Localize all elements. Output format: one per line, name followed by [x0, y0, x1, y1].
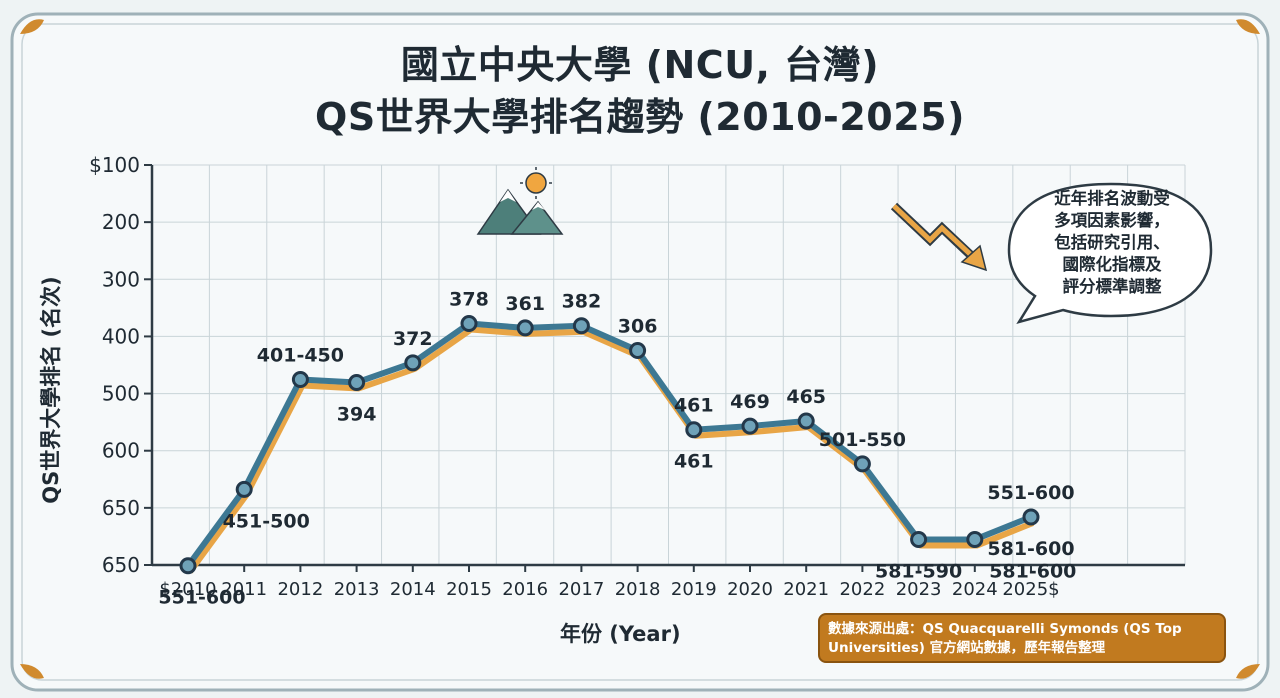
- data-point: [741, 417, 759, 435]
- x-tick-label: 2019: [671, 579, 717, 600]
- data-point: [966, 531, 984, 549]
- x-tick-label: 2016: [502, 579, 548, 600]
- callout-line: 國際化指標及: [1062, 255, 1162, 274]
- x-tick-label: 2012: [277, 579, 323, 600]
- data-point: [348, 373, 366, 391]
- data-label: 581-600: [987, 538, 1074, 560]
- y-tick-label: $100: [89, 153, 140, 177]
- x-tick-label: 2015: [446, 579, 492, 600]
- callout-line: 多項因素影響，: [1054, 211, 1170, 230]
- y-axis-ticks: $100 200 300 400 500 600 650 650: [89, 153, 152, 577]
- data-label: 465: [786, 386, 826, 408]
- zigzag-down-arrow-icon: [890, 202, 988, 272]
- chart-title-line1: 國立中央大學 (NCU, 台灣): [400, 43, 880, 87]
- series-line: [185, 320, 1033, 568]
- callout-bubble: [1007, 182, 1213, 325]
- data-label: 378: [449, 289, 489, 311]
- x-tick-label: 2017: [558, 579, 604, 600]
- corner-leaf-icon: [20, 19, 44, 34]
- mountain-sun-icon: [476, 167, 564, 235]
- data-points: [179, 315, 1040, 575]
- source-note: 數據來源出處：QS Quacquarelli Symonds (QS Top U…: [818, 613, 1226, 663]
- y-tick-label: 650: [102, 553, 140, 577]
- x-axis-label: 年份 (Year): [560, 622, 681, 646]
- data-label: 501-550: [819, 429, 906, 451]
- data-point: [291, 371, 309, 389]
- data-label: 581-600: [989, 561, 1076, 583]
- data-point: [179, 557, 197, 575]
- data-point: [572, 317, 590, 335]
- y-tick-label: 300: [102, 267, 140, 291]
- y-axis-label: QS世界大學排名 (名次): [39, 276, 63, 504]
- x-tick-label: $2010: [159, 579, 216, 600]
- data-label: 581-590: [875, 561, 962, 583]
- corner-leaf-icon: [20, 664, 44, 679]
- y-tick-label: 200: [102, 210, 140, 234]
- y-tick-label: 650: [102, 496, 140, 520]
- x-tick-label: 2018: [615, 579, 661, 600]
- x-axis-ticks: $2010 2011 2012 2013 2014 2015 2016 2017 2018 201…: [159, 565, 1060, 600]
- data-point: [516, 319, 534, 337]
- data-point: [685, 421, 703, 439]
- data-label: 306: [618, 315, 658, 337]
- x-tick-label: 2011: [221, 579, 267, 600]
- x-tick-label: 2020: [727, 579, 773, 600]
- x-tick-label: 2014: [390, 579, 436, 600]
- chart-title-line2: QS世界大學排名趨勢 (2010-2025): [315, 95, 965, 139]
- data-point: [629, 341, 647, 359]
- data-label: 401-450: [257, 345, 344, 367]
- corner-leaf-icon: [1236, 664, 1260, 679]
- data-label: 361: [505, 293, 545, 315]
- callout-text: 近年排名波動受 多項因素影響， 包括研究引用、 國際化指標及 評分標準調整: [1022, 188, 1202, 298]
- data-point: [235, 480, 253, 498]
- data-point: [853, 455, 871, 473]
- callout-line: 近年排名波動受: [1054, 189, 1170, 208]
- series-ranking: [185, 320, 1035, 574]
- data-point: [1022, 508, 1040, 526]
- x-tick-label: 2022: [839, 579, 885, 600]
- data-label: 551-600: [987, 482, 1074, 504]
- data-point: [797, 412, 815, 430]
- data-label: 382: [562, 291, 602, 313]
- data-point: [404, 354, 422, 372]
- data-label: 469: [730, 391, 770, 413]
- data-label: 394: [337, 403, 377, 425]
- callout-line: 評分標準調整: [1062, 277, 1162, 296]
- x-tick-label: 2025$: [1002, 579, 1059, 600]
- callout-line: 包括研究引用、: [1054, 233, 1170, 252]
- x-tick-label: 2024: [952, 579, 998, 600]
- x-tick-label: 2021: [783, 579, 829, 600]
- y-tick-label: 400: [102, 324, 140, 348]
- data-point: [460, 315, 478, 333]
- data-label: 461: [674, 451, 714, 473]
- corner-leaf-icon: [1236, 19, 1260, 34]
- data-label: 372: [393, 328, 433, 350]
- data-point: [910, 531, 928, 549]
- x-tick-label: 2013: [334, 579, 380, 600]
- data-label: 461: [674, 395, 714, 417]
- data-label: 551-600: [158, 587, 245, 609]
- y-tick-label: 500: [102, 382, 140, 406]
- data-label: 451-500: [223, 510, 310, 532]
- y-tick-label: 600: [102, 439, 140, 463]
- x-tick-label: 2023: [896, 579, 942, 600]
- data-labels: 551-600 451-500 401-450 394 372 378 361 382 306 4…: [158, 289, 1076, 609]
